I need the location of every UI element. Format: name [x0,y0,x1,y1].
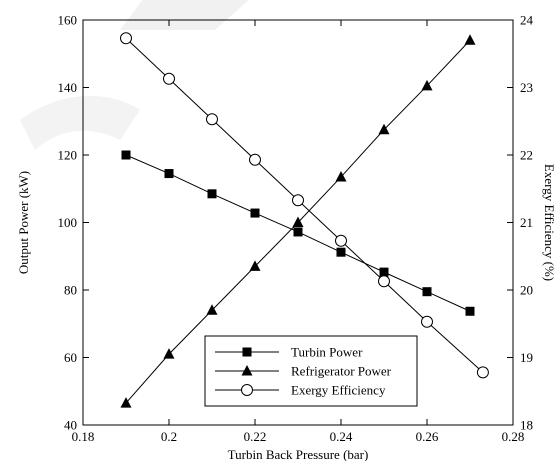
x-tick-label: 0.24 [330,429,353,444]
series-1 [120,34,476,408]
data-point [206,113,218,126]
legend-label: Refrigerator Power [291,364,392,379]
y-tick-label-left: 100 [58,215,78,230]
series-0 [121,150,475,316]
data-point [164,169,174,179]
data-point [163,72,175,85]
legend-label: Turbin Power [291,345,363,360]
y-tick-label-left: 80 [64,283,77,298]
legend: Turbin Power Refrigerator Power Exergy Eff… [204,335,418,407]
data-point [464,34,476,45]
data-point [335,170,347,182]
data-point [378,123,390,135]
legend-marker [242,347,252,357]
y-axis-title-right: Exergy Efficiency (%) [542,164,555,281]
x-axis-title: Turbin Back Pressure (bar) [228,447,369,461]
data-point [476,366,489,379]
x-tick-label: 0.2 [161,429,177,444]
data-point [378,275,390,288]
y-tick-label-left: 60 [64,350,77,365]
data-point [465,306,475,316]
axis-ticks [82,19,514,426]
y-tick-label-right: 23 [520,80,533,95]
y-tick-label-right: 22 [520,148,533,163]
y-tick-label-right: 24 [520,13,534,28]
series-2 [120,32,489,379]
x-tick-label: 0.26 [416,429,439,444]
y-axis-title-left: Output Power (kW) [16,171,31,274]
series-layer [120,32,489,408]
data-point [292,216,304,227]
y-tick-label-left: 40 [64,418,77,433]
axis-tick-labels: 0.18 0.2 0.22 0.24 0.26 0.28 40 60 80 100 120 140 16… [58,13,534,445]
data-point [293,227,303,237]
y-tick-label-left: 120 [58,148,78,163]
data-point [336,247,346,257]
data-point [292,194,304,207]
legend-entry: Exergy Efficiency [215,383,386,398]
data-point [249,153,261,166]
y-tick-label-left: 140 [58,80,78,95]
y-tick-label-right: 19 [520,350,533,365]
legend-entry: Refrigerator Power [215,364,392,379]
data-point [206,304,218,315]
legend-marker [241,365,253,376]
watermark [20,0,249,150]
data-point [379,267,389,277]
data-point [422,287,432,297]
data-point [207,189,217,199]
data-point [121,150,131,160]
data-point [421,79,433,91]
data-point [250,208,260,218]
x-tick-label: 0.18 [72,429,95,444]
y-tick-label-right: 21 [520,215,533,230]
legend-marker [241,384,253,396]
data-point [335,234,347,247]
legend-entry: Turbin Power [215,345,363,360]
data-point [120,397,132,408]
data-point [421,315,433,328]
y-tick-label-left: 160 [58,13,78,28]
x-tick-label: 0.28 [502,429,525,444]
legend-label: Exergy Efficiency [291,383,386,398]
data-point [163,348,175,359]
x-tick-label: 0.22 [244,429,267,444]
y-tick-label-right: 20 [520,283,533,298]
data-point [249,260,261,271]
data-point [120,32,132,45]
y-tick-label-right: 18 [520,418,533,433]
